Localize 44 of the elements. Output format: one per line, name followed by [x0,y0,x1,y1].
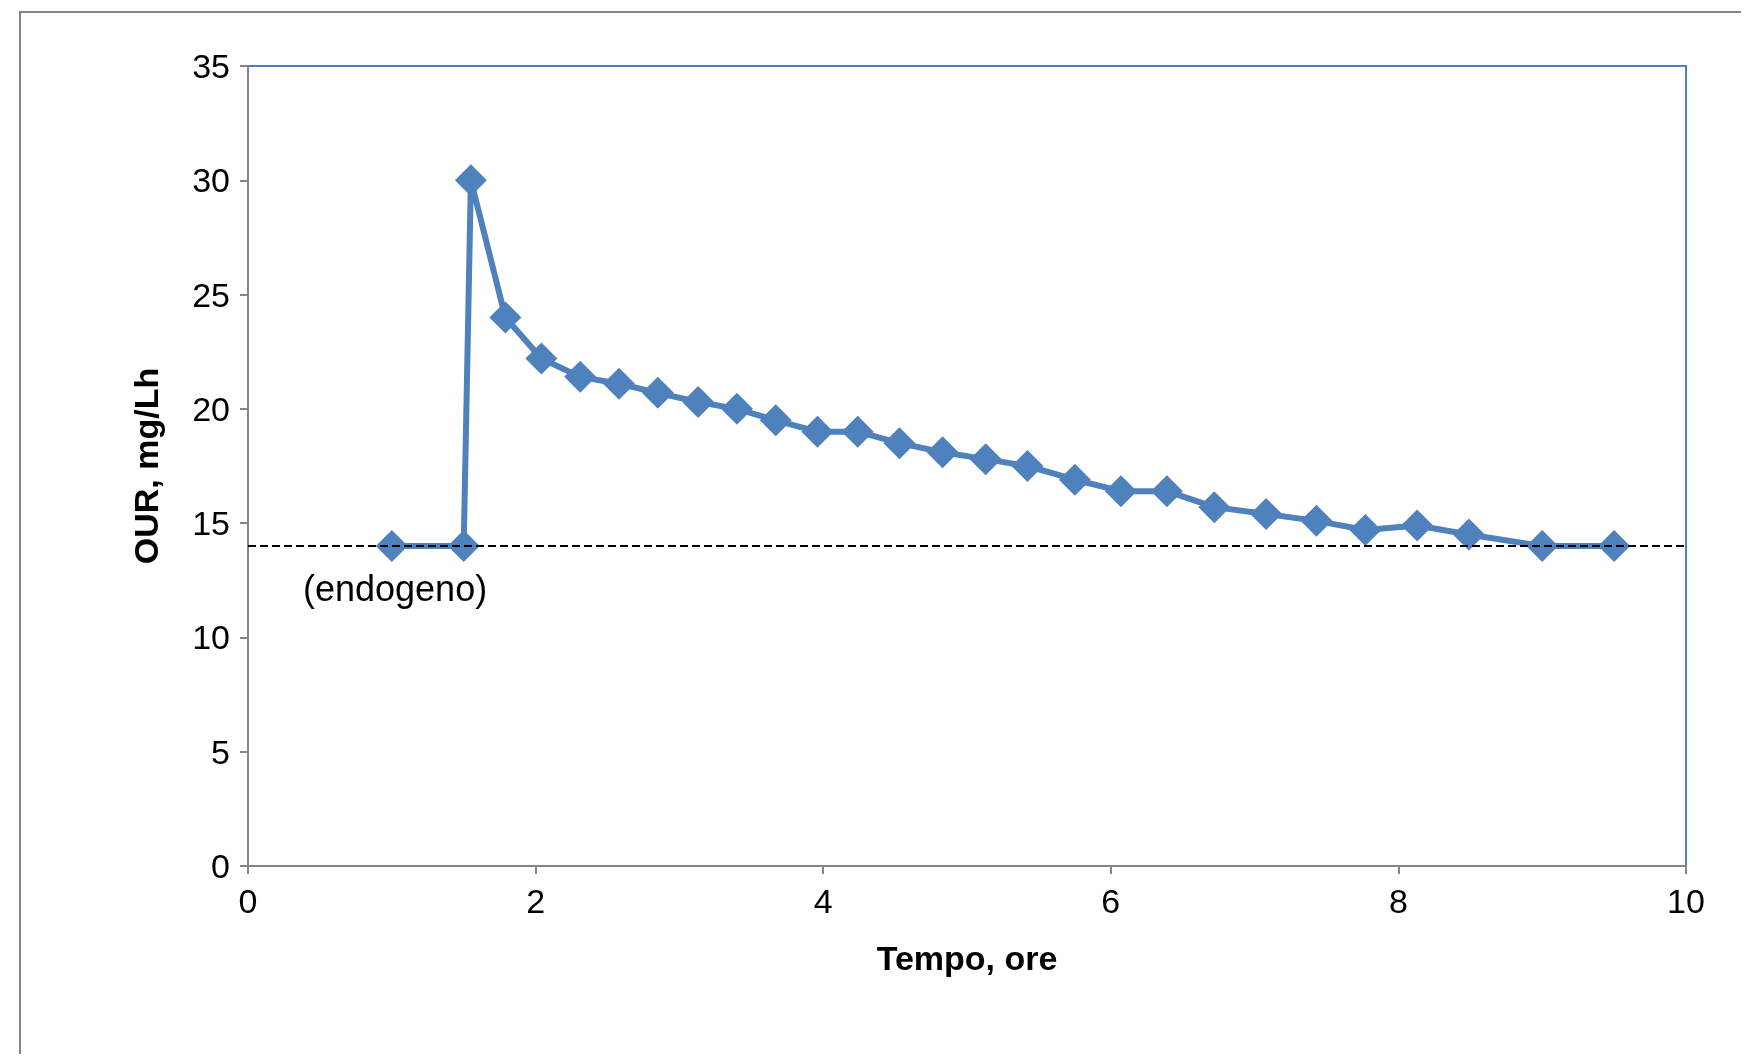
point [926,436,959,469]
point [1598,530,1631,562]
x-tick-label: 4 [813,882,833,920]
x-tick-label: 8 [1388,882,1408,920]
point [1150,475,1183,508]
point [1250,498,1283,530]
y-tick-label: 30 [192,161,230,200]
x-tick-label: 0 [238,882,258,920]
point [1198,491,1231,524]
y-tick-label: 5 [211,732,230,771]
point [720,392,753,425]
point [447,530,480,562]
point [1011,450,1044,482]
x-tick-label: 6 [1101,882,1121,920]
point [759,404,792,437]
y-axis-title: OUR, mg/Lh [127,367,165,565]
point [454,164,487,197]
point [682,386,715,418]
point [1401,509,1434,542]
y-tick-label: 20 [192,389,230,428]
point [564,360,597,393]
point [1452,518,1485,551]
ref-line-label: (endogeno) [303,567,488,609]
point [1300,504,1333,537]
point [525,342,558,375]
point [489,301,522,334]
y-tick-label: 15 [192,504,230,543]
point [1104,475,1137,508]
point [641,376,674,409]
y-tick-label: 0 [211,847,230,885]
point [841,415,874,448]
point [1058,463,1091,496]
x-axis-title: Tempo, ore [876,939,1058,977]
point [801,415,834,448]
y-tick-label: 25 [192,275,230,314]
x-tick-label: 2 [526,882,546,920]
y-tick-label: 10 [192,618,230,657]
point [375,530,408,562]
point [603,367,635,400]
y-tick-label: 35 [192,47,230,85]
point [969,443,1002,476]
x-tick-label: 10 [1667,882,1705,920]
point [883,427,916,460]
point [1349,514,1382,546]
